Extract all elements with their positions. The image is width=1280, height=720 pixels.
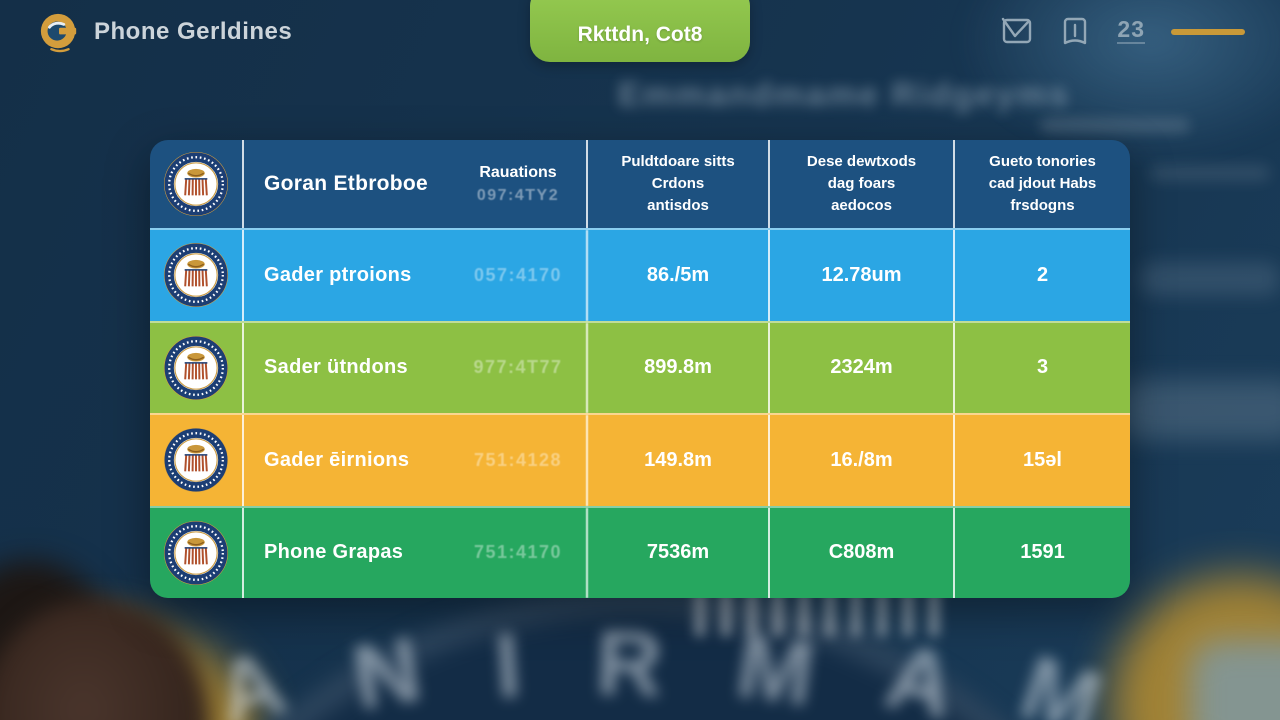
background-smudge bbox=[1140, 262, 1280, 296]
table-row[interactable]: Gader ēirnions 751:4128 149.8m 16./8m 15… bbox=[150, 413, 1130, 506]
seal-letter: R bbox=[594, 611, 665, 717]
row-score: 2 bbox=[1036, 263, 1049, 286]
row-downloads: C808m bbox=[770, 507, 955, 598]
header-name: Goran Etbroboe bbox=[264, 172, 429, 195]
data-table: Goran Etbroboe Rauations 097:4TY2 Puldtd… bbox=[150, 140, 1130, 598]
background-blurred-line bbox=[1040, 118, 1190, 133]
header-ratings-cell: Rauations 097:4TY2 bbox=[450, 140, 588, 228]
seal-icon bbox=[163, 151, 229, 217]
row-name: Sader ütndons bbox=[264, 356, 408, 379]
row-rating: 751:4128 bbox=[450, 415, 588, 506]
row-seal-cell bbox=[150, 230, 244, 321]
row-score: 1591 bbox=[1020, 541, 1065, 564]
ratings-label: Rauations bbox=[479, 163, 557, 181]
background-blurred-heading: Emmandmame Ridgeyms bbox=[618, 76, 1070, 114]
table-row[interactable]: Phone Grapas 751:4170 7536m C808m 1591 bbox=[150, 505, 1130, 598]
row-seal-cell bbox=[150, 322, 244, 413]
row-size: 149.8m bbox=[588, 415, 770, 506]
row-name: Gader ptroions bbox=[264, 263, 412, 286]
seal-icon bbox=[163, 242, 229, 308]
column-header-score: Gueto tonories cad jdout Habs frsdogns bbox=[988, 153, 1097, 214]
table-row[interactable]: Sader ütndons 977:4T77 899.8m 2324m 3 bbox=[150, 320, 1130, 413]
row-size: 899.8m bbox=[588, 322, 770, 413]
top-bar: Phone Gerldines Rkttdn, Cot8 23 bbox=[0, 0, 1280, 66]
row-rating: 977:4T77 bbox=[450, 322, 588, 413]
top-icons: 23 bbox=[1001, 16, 1245, 46]
seal-icon bbox=[163, 335, 229, 401]
seal-letter: I bbox=[491, 614, 524, 718]
row-seal-cell bbox=[150, 415, 244, 506]
row-name: Gader ēirnions bbox=[264, 448, 410, 471]
row-size: 86./5m bbox=[588, 230, 770, 321]
seal-letter: M bbox=[730, 614, 822, 720]
header-seal-cell bbox=[150, 140, 244, 228]
row-score: 3 bbox=[1036, 356, 1049, 379]
mail-check-icon[interactable] bbox=[1001, 16, 1033, 46]
seal-letter: M bbox=[1009, 636, 1114, 720]
row-rating: 057:4170 bbox=[450, 230, 588, 321]
row-name: Phone Grapas bbox=[264, 541, 404, 564]
column-header-downloads: Dese dewtxods dag foars aedocos bbox=[770, 140, 955, 228]
seal-icon bbox=[163, 427, 229, 493]
table-row[interactable]: Gader ptroions 057:4170 86./5m 12.78um 2 bbox=[150, 228, 1130, 321]
row-seal-cell bbox=[150, 507, 244, 598]
logo-text: Phone Gerldines bbox=[94, 18, 293, 45]
row-downloads: 2324m bbox=[770, 322, 955, 413]
menu-gold-bar[interactable] bbox=[1171, 29, 1245, 35]
logo-g-icon bbox=[40, 13, 77, 53]
row-rating: 751:4170 bbox=[450, 507, 588, 598]
table-header-row: Goran Etbroboe Rauations 097:4TY2 Puldtd… bbox=[150, 140, 1130, 228]
seal-letter: N bbox=[345, 617, 429, 720]
seal-letter: A bbox=[204, 630, 297, 720]
row-downloads: 16./8m bbox=[770, 415, 955, 506]
background-smudge bbox=[1150, 165, 1270, 181]
background-seal-arc-text: A N I R M A M bbox=[204, 611, 1113, 720]
app-logo[interactable]: Phone Gerldines bbox=[38, 11, 292, 53]
bookmark-notebook-icon[interactable] bbox=[1059, 16, 1091, 46]
row-score: 15ǝl bbox=[1023, 448, 1062, 471]
nav-button[interactable]: Rkttdn, Cot8 bbox=[530, 0, 750, 62]
background-corner-patch bbox=[1190, 640, 1280, 720]
counter-badge[interactable]: 23 bbox=[1117, 16, 1145, 44]
background-smudge bbox=[1120, 380, 1280, 440]
seal-letter: A bbox=[876, 624, 965, 720]
column-header-size: Puldtdoare sitts Crdons antisdos bbox=[588, 140, 770, 228]
row-size: 7536m bbox=[588, 507, 770, 598]
seal-icon bbox=[163, 520, 229, 586]
ratings-value: 097:4TY2 bbox=[476, 186, 560, 204]
background-person bbox=[0, 600, 210, 720]
row-downloads: 12.78um bbox=[770, 230, 955, 321]
